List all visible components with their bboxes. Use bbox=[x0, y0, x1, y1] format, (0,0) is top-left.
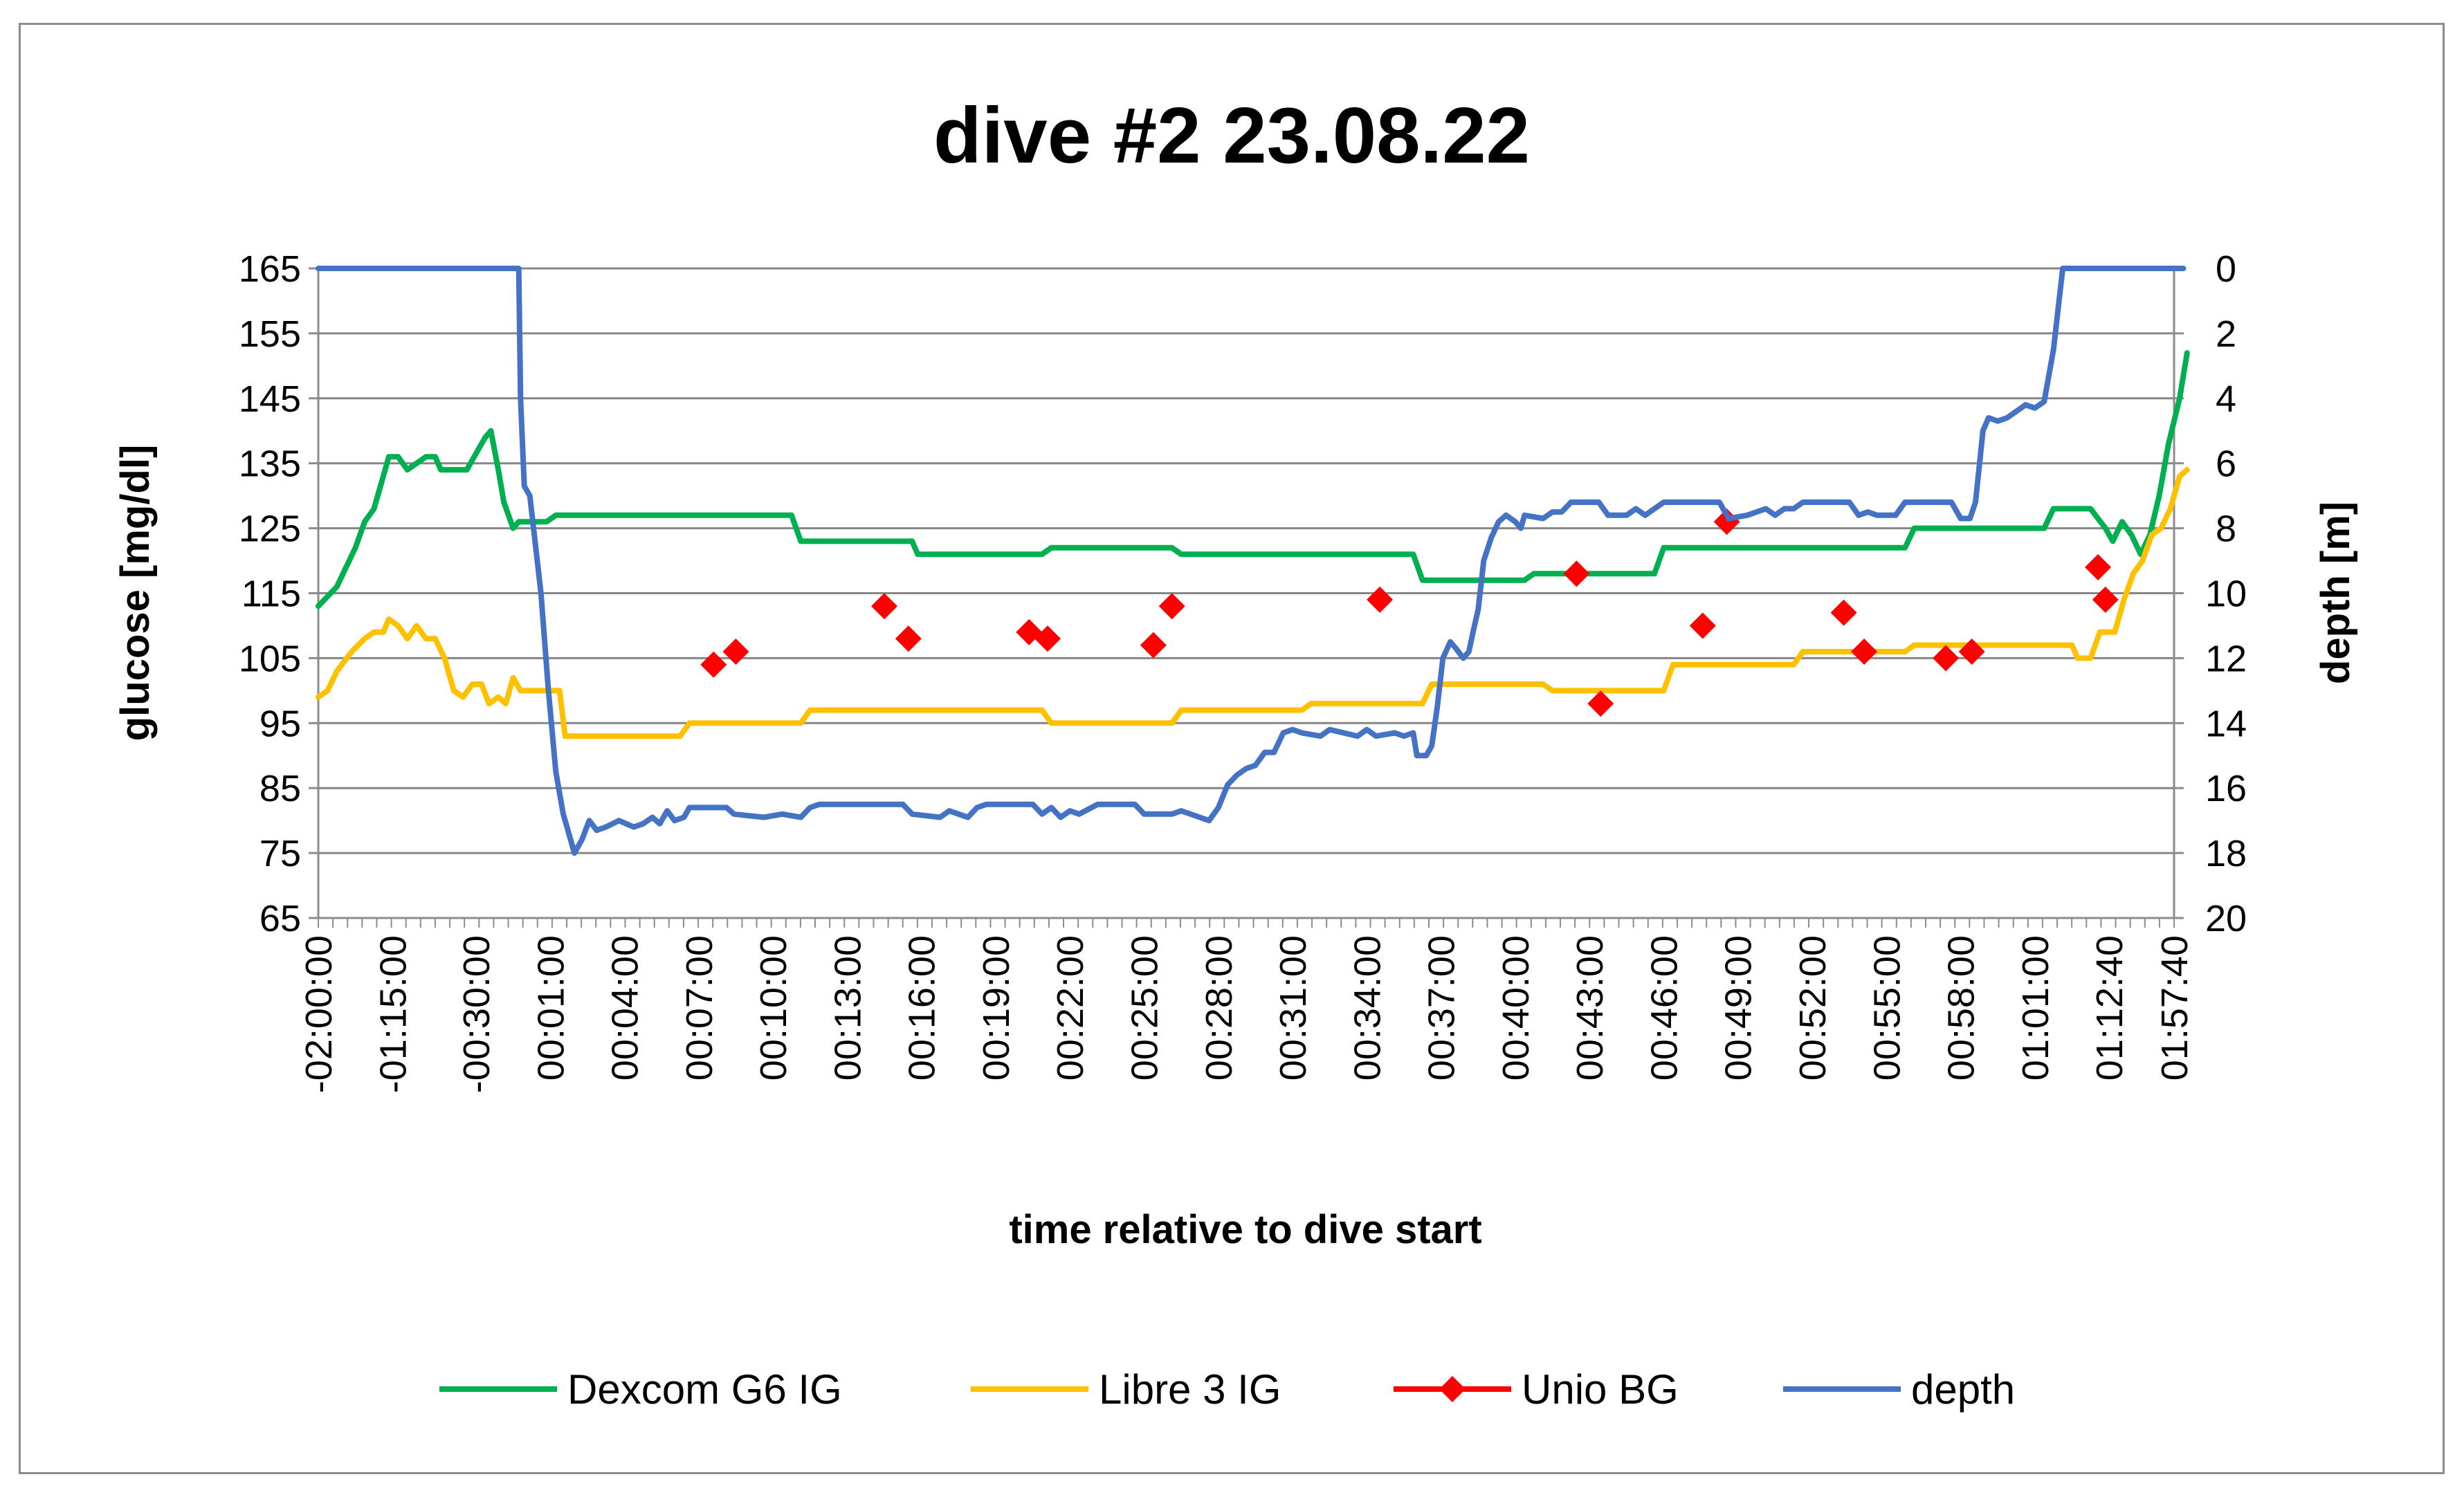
x-tick-label: 00:28:00 bbox=[1198, 935, 1240, 1081]
series-group bbox=[316, 266, 2190, 856]
x-tick-label: -00:30:00 bbox=[456, 935, 498, 1093]
x-tick-label: 00:49:00 bbox=[1718, 935, 1760, 1081]
x-tick-label: 00:40:00 bbox=[1495, 935, 1537, 1081]
x-tick-label: 00:01:00 bbox=[530, 935, 572, 1081]
data-point-unio-bg bbox=[1587, 690, 1614, 717]
legend-label: depth bbox=[1911, 1366, 2015, 1413]
y-tick-label-left: 155 bbox=[239, 313, 301, 355]
y-tick-label-left: 145 bbox=[239, 378, 301, 420]
y-tick-label-left: 105 bbox=[239, 638, 301, 679]
x-tick-label: 00:10:00 bbox=[753, 935, 794, 1081]
x-tick-label: 00:43:00 bbox=[1569, 935, 1611, 1081]
y-tick-label-left: 75 bbox=[259, 833, 301, 874]
data-point-unio-bg bbox=[1367, 586, 1394, 613]
y-tick-label-right: 4 bbox=[2216, 378, 2236, 420]
data-point-unio-bg bbox=[1563, 560, 1590, 587]
x-tick-label: 00:46:00 bbox=[1643, 935, 1685, 1081]
data-point-unio-bg bbox=[1830, 599, 1857, 626]
y-tick-label-left: 65 bbox=[259, 898, 301, 939]
data-point-unio-bg bbox=[1958, 639, 1985, 665]
x-tick-label: 00:58:00 bbox=[1941, 935, 1982, 1081]
y-tick-label-left: 165 bbox=[239, 248, 301, 290]
x-tick-label: 00:52:00 bbox=[1792, 935, 1834, 1081]
y-tick-label-right: 6 bbox=[2216, 443, 2236, 485]
x-axis-label: time relative to dive start bbox=[1009, 1207, 1481, 1252]
chart-title: dive #2 23.08.22 bbox=[933, 92, 1530, 180]
data-point-unio-bg bbox=[1851, 639, 1878, 665]
data-point-unio-bg bbox=[722, 639, 749, 665]
data-point-unio-bg bbox=[871, 593, 898, 620]
x-tick-label: 00:31:00 bbox=[1272, 935, 1314, 1081]
legend-label: Unio BG bbox=[1522, 1366, 1679, 1413]
y-ticks-left: 165 155 145 135 125 115 105 95 85 75 65 bbox=[239, 248, 318, 939]
x-tick-label: 00:25:00 bbox=[1124, 935, 1165, 1081]
x-tick-label: 01:57:40 bbox=[2154, 935, 2196, 1081]
gridlines bbox=[318, 267, 2174, 919]
y-axis-label-right: depth [m] bbox=[2313, 502, 2358, 684]
x-tick-label: 01:12:40 bbox=[2089, 935, 2130, 1081]
x-ticks: -02:00:00 -01:15:00 -00:30:00 00:01:00 00:04… bbox=[298, 918, 2196, 1093]
y-tick-label-left: 95 bbox=[259, 703, 301, 744]
y-tick-label-right: 14 bbox=[2205, 703, 2247, 744]
data-point-unio-bg bbox=[1933, 645, 1960, 672]
legend-label: Dexcom G6 IG bbox=[567, 1366, 842, 1413]
x-tick-label: 00:13:00 bbox=[827, 935, 868, 1081]
series-line-depth bbox=[316, 266, 2187, 856]
y-tick-label-left: 125 bbox=[239, 508, 301, 550]
series-line-libre-3-ig bbox=[316, 467, 2190, 740]
legend: Dexcom G6 IG Libre 3 IG Unio BG depth bbox=[439, 1366, 2015, 1413]
data-point-unio-bg bbox=[2085, 553, 2112, 580]
y-tick-label-right: 10 bbox=[2205, 573, 2247, 615]
y-tick-label-right: 20 bbox=[2205, 898, 2247, 939]
x-tick-label: 00:19:00 bbox=[976, 935, 1017, 1081]
data-point-unio-bg bbox=[1158, 593, 1185, 620]
x-tick-label: 00:22:00 bbox=[1050, 935, 1091, 1081]
y-ticks-right: 0 2 4 6 8 10 12 14 16 18 20 bbox=[2174, 248, 2247, 939]
y-tick-label-right: 2 bbox=[2216, 313, 2236, 355]
x-tick-label: 00:37:00 bbox=[1421, 935, 1463, 1081]
data-point-unio-bg bbox=[2092, 586, 2119, 613]
data-point-unio-bg bbox=[700, 651, 727, 678]
x-tick-label: 00:16:00 bbox=[902, 935, 943, 1081]
y-tick-label-right: 16 bbox=[2205, 768, 2247, 809]
y-tick-label-left: 85 bbox=[259, 768, 301, 809]
data-point-unio-bg bbox=[1689, 612, 1716, 639]
legend-label: Libre 3 IG bbox=[1099, 1366, 1281, 1413]
x-tick-label: 00:07:00 bbox=[679, 935, 720, 1081]
chart-frame bbox=[19, 23, 2445, 1474]
data-point-unio-bg bbox=[1034, 625, 1061, 652]
x-tick-label: 00:34:00 bbox=[1347, 935, 1388, 1081]
y-axis-label-left: glucose [mg/dl] bbox=[113, 445, 158, 742]
x-tick-label: -01:15:00 bbox=[372, 935, 414, 1093]
legend-marker bbox=[1439, 1376, 1466, 1402]
y-tick-label-left: 135 bbox=[239, 443, 301, 485]
y-tick-label-left: 115 bbox=[241, 573, 301, 615]
data-point-unio-bg bbox=[1140, 632, 1167, 659]
x-tick-label: 00:04:00 bbox=[605, 935, 646, 1081]
y-tick-label-right: 18 bbox=[2205, 833, 2247, 874]
data-point-unio-bg bbox=[895, 625, 922, 652]
y-tick-label-right: 8 bbox=[2216, 508, 2236, 550]
y-tick-label-right: 0 bbox=[2216, 248, 2236, 290]
x-tick-label: -02:00:00 bbox=[298, 935, 340, 1093]
y-tick-label-right: 12 bbox=[2205, 638, 2247, 679]
x-tick-label: 01:01:00 bbox=[2015, 935, 2056, 1081]
x-tick-label: 00:55:00 bbox=[1866, 935, 1908, 1081]
series-line-dexcom-g6-ig bbox=[316, 350, 2190, 609]
